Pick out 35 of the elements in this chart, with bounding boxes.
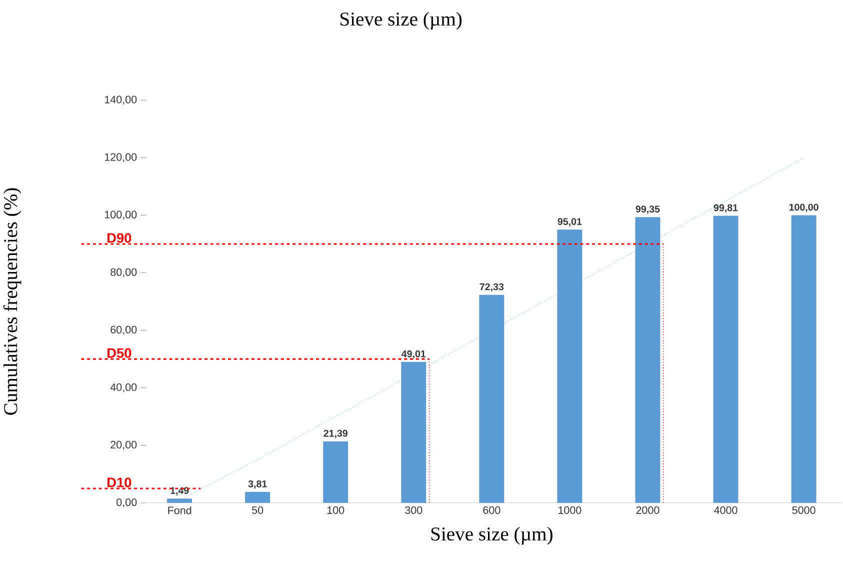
y-tick-label: 40,00 (110, 383, 137, 392)
bar (791, 215, 816, 503)
x-tick-label: 300 (405, 506, 422, 514)
chart-title: Sieve size (µm) (340, 12, 462, 30)
x-tick-label: 2000 (636, 506, 660, 514)
data-label: 3,81 (248, 480, 267, 489)
y-tick-label: 80,00 (110, 268, 137, 278)
data-label: 95,01 (558, 218, 582, 226)
data-label: 72,33 (480, 283, 504, 292)
ref-line-label: D50 (108, 348, 132, 358)
data-label: 100,00 (789, 204, 818, 212)
y-tick-label: 20,00 (110, 440, 137, 450)
data-label: 99,35 (636, 205, 660, 214)
data-label: 99,81 (714, 204, 738, 212)
x-tick-label: 100 (327, 506, 344, 514)
x-axis-title: Sieve size (µm) (431, 526, 552, 544)
y-tick-label: 60,00 (110, 326, 137, 335)
x-tick-label: 1000 (558, 506, 582, 514)
x-tick-label: 600 (483, 506, 500, 514)
y-tick-label: 120,00 (104, 153, 137, 162)
y-tick-label: 0,00 (116, 498, 137, 508)
x-tick-label: 4000 (714, 506, 738, 514)
bar (323, 441, 348, 503)
x-tick-label: 5000 (792, 506, 816, 514)
ref-line-label: D10 (108, 477, 132, 488)
ref-line-label: D90 (108, 232, 132, 243)
bar (245, 492, 270, 503)
bar (713, 216, 738, 503)
y-axis-title: Cumulatives frequencies (%) (3, 188, 22, 415)
y-tick-label: 140,00 (104, 96, 137, 104)
x-tick-label: Fond (168, 506, 192, 514)
x-tick-label: 50 (252, 506, 264, 514)
data-label: 49,01 (402, 350, 426, 359)
data-label: 21,39 (324, 430, 348, 438)
y-tick-label: 100,00 (104, 210, 137, 220)
